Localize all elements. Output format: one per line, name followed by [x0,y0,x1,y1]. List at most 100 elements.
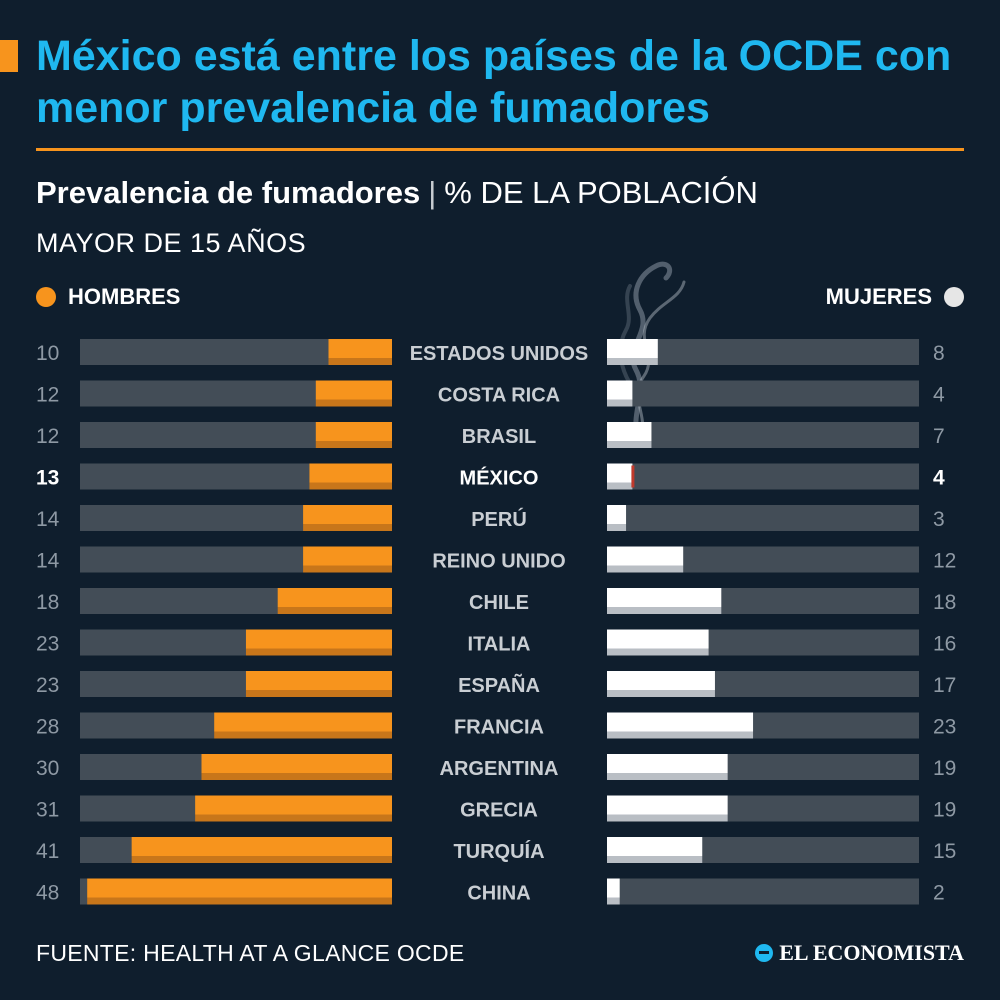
highlight-ember [631,465,635,488]
men-bar [328,339,392,358]
men-bar [315,422,392,441]
women-value-label: 4 [933,467,945,490]
men-bar-shadow [195,814,392,822]
el-economista-logo-icon [755,944,774,962]
men-bar-shadow [245,690,392,697]
men-value-label: 30 [36,757,59,780]
women-bar-shadow [607,607,722,614]
legend-women: MUJERES [826,284,964,310]
country-label: ESTADOS UNIDOS [410,343,589,365]
men-bar-shadow [214,731,392,739]
men-bar [303,505,392,524]
title-accent-mark [0,40,18,72]
women-value-label: 15 [933,840,956,863]
country-label: MÉXICO [460,467,539,490]
men-value-label: 12 [36,384,59,407]
women-bar-shadow [607,690,715,697]
men-bar [245,671,392,690]
women-bar [607,546,684,566]
men-bar-shadow [201,773,392,780]
men-bar-shadow [87,897,392,905]
subtitle-strong: Prevalencia de fumadores [36,175,421,210]
men-value-label: 23 [36,633,59,656]
women-bar-shadow [607,441,652,448]
women-bar-shadow [607,897,620,905]
women-bar [607,588,722,607]
source-note: FUENTE: HEALTH AT A GLANCE OCDE [36,940,465,966]
women-track [607,671,919,697]
men-track [80,422,392,448]
men-bar-shadow [245,648,392,656]
legend-men: HOMBRES [36,284,180,310]
men-track [80,629,392,656]
women-bar-shadow [607,814,728,822]
men-track [80,837,392,863]
women-value-label: 18 [933,591,956,614]
men-value-label: 28 [36,716,59,739]
men-bar [214,712,392,732]
publisher-logo: EL ECONOMISTA [755,940,964,966]
country-label: REINO UNIDO [432,551,565,573]
women-track [607,754,919,780]
country-label: CHILE [469,592,529,614]
women-value-label: 4 [933,384,945,407]
women-bar [607,629,709,649]
women-value-label: 8 [933,342,945,365]
women-track [607,837,919,863]
men-bar [309,463,392,483]
men-value-label: 12 [36,425,59,448]
women-track [607,505,919,531]
men-value-label: 10 [36,342,59,365]
men-track [80,339,392,365]
women-bar [607,795,728,815]
men-bar-shadow [303,524,392,531]
women-value-label: 12 [933,550,956,573]
women-value-label: 17 [933,674,956,697]
women-value-label: 19 [933,757,956,780]
women-bar-shadow [607,482,633,490]
men-bar-shadow [315,441,392,448]
country-label: PERÚ [471,507,527,531]
men-bar-shadow [277,607,392,614]
logo-text: EL ECONOMISTA [779,940,964,965]
country-label: TURQUÍA [453,840,544,863]
title-divider [36,148,964,151]
legend-women-label: MUJERES [825,284,932,309]
women-value-label: 2 [933,882,945,905]
men-track [80,505,392,531]
legend-women-dot [944,287,964,307]
men-value-label: 48 [36,882,59,905]
legend-men-dot [36,287,56,307]
country-label: CHINA [467,883,530,905]
smoke-icon [618,261,686,442]
country-label: ESPAÑA [458,674,540,697]
men-value-label: 31 [36,799,59,822]
subtitle-line-2: MAYOR DE 15 AÑOS [36,228,307,258]
men-track [80,878,392,905]
subtitle-separator: | [428,175,437,210]
men-bar [201,754,392,773]
country-label: ARGENTINA [440,758,559,780]
women-bar-shadow [607,773,728,780]
men-bar [87,878,392,898]
women-track [607,712,919,739]
country-label: FRANCIA [454,717,544,739]
men-value-label: 41 [36,840,59,863]
men-track [80,463,392,490]
men-track [80,671,392,697]
women-bar [607,754,728,773]
subtitle-units: % DE LA POBLACIÓN [444,175,758,210]
women-value-label: 16 [933,633,956,656]
women-bar [607,878,620,898]
women-track [607,463,919,490]
men-bar [315,380,392,400]
women-track [607,629,919,656]
women-bar [607,671,715,690]
men-value-label: 14 [36,508,60,531]
country-label: COSTA RICA [438,385,560,407]
women-bar-shadow [607,648,709,656]
men-bar [303,546,392,566]
legend-men-label: HOMBRES [68,284,181,309]
men-value-label: 23 [36,674,59,697]
chart-subtitle: Prevalencia de fumadores |% DE LA POBLACI… [36,174,976,212]
